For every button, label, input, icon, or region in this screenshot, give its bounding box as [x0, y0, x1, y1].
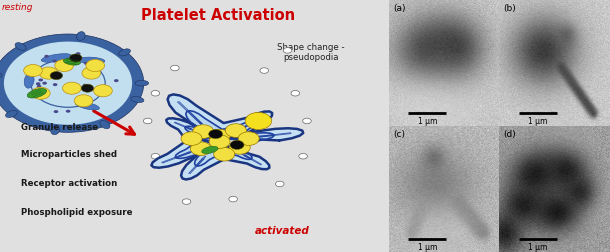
Circle shape — [55, 59, 73, 72]
Circle shape — [276, 181, 284, 187]
Circle shape — [209, 135, 230, 148]
Ellipse shape — [24, 73, 34, 88]
Circle shape — [76, 52, 81, 55]
Circle shape — [229, 196, 237, 202]
Circle shape — [4, 42, 132, 125]
Circle shape — [68, 65, 73, 68]
Circle shape — [151, 90, 160, 96]
Ellipse shape — [27, 88, 46, 98]
Circle shape — [303, 118, 311, 124]
Circle shape — [94, 85, 112, 97]
Ellipse shape — [77, 57, 105, 64]
Circle shape — [230, 140, 244, 149]
Circle shape — [238, 132, 259, 145]
Circle shape — [260, 68, 268, 73]
Circle shape — [209, 130, 223, 139]
Text: Receptor activation: Receptor activation — [21, 179, 118, 188]
Circle shape — [42, 82, 47, 85]
Circle shape — [74, 95, 93, 107]
Circle shape — [182, 199, 191, 204]
Circle shape — [24, 65, 42, 77]
Circle shape — [81, 84, 94, 92]
Circle shape — [37, 85, 41, 88]
Circle shape — [70, 54, 82, 62]
Text: Platelet Activation: Platelet Activation — [140, 8, 295, 23]
Circle shape — [245, 112, 271, 130]
Ellipse shape — [0, 72, 2, 78]
Circle shape — [66, 110, 70, 113]
Circle shape — [82, 67, 101, 79]
Text: 1 μm: 1 μm — [528, 117, 548, 126]
Circle shape — [193, 125, 213, 138]
Circle shape — [143, 118, 152, 124]
Ellipse shape — [119, 49, 131, 56]
Ellipse shape — [76, 32, 85, 40]
Text: Phospholipid exposure: Phospholipid exposure — [21, 208, 133, 217]
Ellipse shape — [100, 120, 110, 129]
Text: 1 μm: 1 μm — [418, 117, 437, 126]
Circle shape — [84, 62, 88, 65]
Text: (c): (c) — [393, 130, 405, 139]
Text: 1 μm: 1 μm — [418, 243, 437, 252]
Ellipse shape — [15, 43, 26, 50]
Circle shape — [83, 84, 87, 87]
Circle shape — [50, 72, 63, 80]
Polygon shape — [151, 94, 303, 179]
Text: 1 μm: 1 μm — [528, 243, 548, 252]
Text: resting: resting — [2, 3, 34, 12]
Polygon shape — [175, 111, 274, 166]
Circle shape — [291, 90, 300, 96]
Ellipse shape — [5, 110, 17, 117]
Circle shape — [151, 153, 160, 159]
Circle shape — [171, 65, 179, 71]
Circle shape — [39, 67, 58, 79]
Circle shape — [32, 87, 50, 99]
Text: Microparticles shed: Microparticles shed — [21, 150, 117, 160]
Circle shape — [52, 59, 57, 62]
Circle shape — [225, 124, 246, 137]
Ellipse shape — [51, 126, 60, 135]
Text: Shape change -
pseudopodia: Shape change - pseudopodia — [277, 43, 345, 62]
Circle shape — [114, 79, 118, 82]
Circle shape — [53, 83, 57, 86]
Text: (a): (a) — [393, 4, 406, 13]
Circle shape — [209, 129, 230, 143]
Circle shape — [214, 147, 235, 161]
Ellipse shape — [135, 80, 149, 86]
Circle shape — [181, 132, 202, 145]
Circle shape — [86, 59, 104, 72]
Circle shape — [54, 110, 59, 113]
Text: Granule release: Granule release — [21, 123, 98, 132]
Circle shape — [283, 48, 292, 53]
Ellipse shape — [131, 97, 144, 103]
Circle shape — [36, 82, 40, 85]
Text: activated: activated — [254, 226, 309, 236]
Circle shape — [190, 142, 212, 155]
Circle shape — [0, 34, 144, 132]
Circle shape — [45, 55, 49, 58]
Ellipse shape — [202, 146, 218, 154]
Circle shape — [38, 78, 43, 81]
Ellipse shape — [76, 102, 99, 110]
Text: (d): (d) — [504, 130, 517, 139]
Ellipse shape — [63, 58, 81, 65]
Text: (b): (b) — [504, 4, 517, 13]
Ellipse shape — [41, 54, 71, 62]
Circle shape — [59, 67, 64, 70]
Circle shape — [63, 82, 81, 94]
Circle shape — [229, 141, 250, 154]
Circle shape — [299, 153, 307, 159]
